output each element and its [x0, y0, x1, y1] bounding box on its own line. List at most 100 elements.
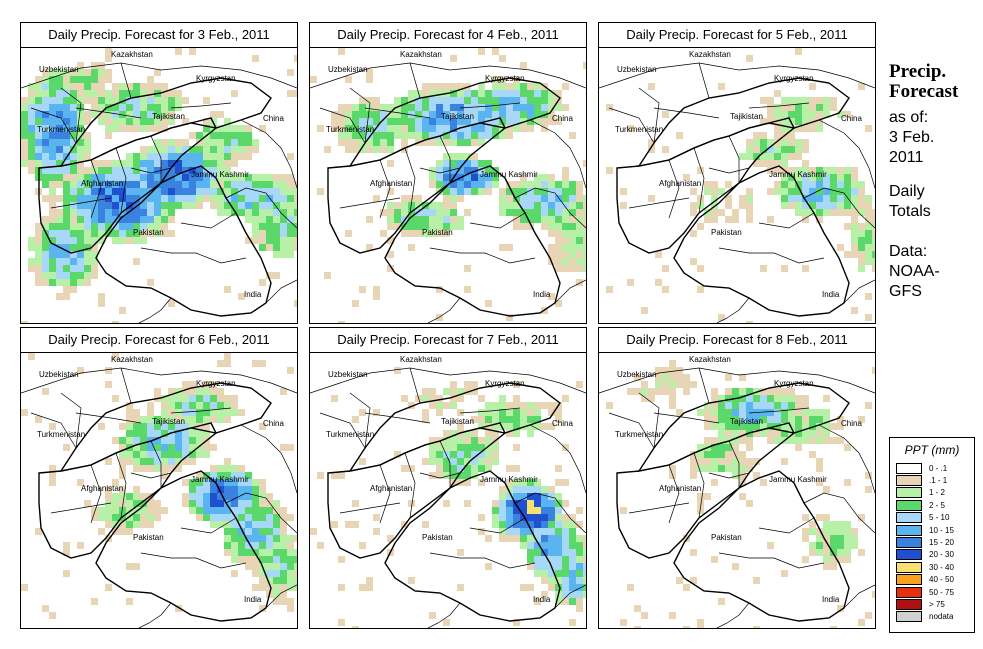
- precip-cell: [690, 472, 697, 479]
- borders: [21, 367, 297, 628]
- precip-cell: [436, 230, 443, 237]
- precip-cell: [217, 360, 224, 367]
- precip-cell: [767, 388, 774, 395]
- precip-cell: [767, 160, 774, 167]
- precip-cell: [844, 542, 851, 549]
- precip-cell: [555, 251, 562, 258]
- precip-cell: [457, 584, 464, 591]
- precip-cell: [331, 472, 338, 479]
- label-india: India: [533, 290, 551, 299]
- precip-cell: [259, 279, 266, 286]
- precip-cell: [217, 479, 224, 486]
- precip-cell: [858, 619, 865, 626]
- precip-cell: [49, 139, 56, 146]
- precip-cell: [802, 437, 809, 444]
- precip-cell: [70, 223, 77, 230]
- precip-cell: [359, 286, 366, 293]
- precip-cell: [112, 118, 119, 125]
- precip-cell: [718, 598, 725, 605]
- precip-cell: [781, 188, 788, 195]
- precip-cell: [98, 528, 105, 535]
- precip-cell: [70, 286, 77, 293]
- precip-cell: [49, 146, 56, 153]
- precip-cell: [189, 423, 196, 430]
- precip-cell: [280, 223, 287, 230]
- precip-cell: [373, 146, 380, 153]
- precip-cell: [245, 132, 252, 139]
- precip-cell: [394, 451, 401, 458]
- precip-cell: [555, 118, 562, 125]
- precip-cell: [70, 237, 77, 244]
- precip-cell: [119, 444, 126, 451]
- precip-cell: [760, 402, 767, 409]
- precip-cell: [245, 472, 252, 479]
- precip-cell: [252, 237, 259, 244]
- precip-cell: [147, 97, 154, 104]
- label-uzbekistan: Uzbekistan: [617, 370, 657, 379]
- precip-cell: [429, 104, 436, 111]
- precip-cell: [429, 230, 436, 237]
- border-line: [693, 147, 705, 214]
- precip-cell: [534, 216, 541, 223]
- precip-cell: [492, 104, 499, 111]
- precip-cell: [119, 216, 126, 223]
- precip-cell: [422, 216, 429, 223]
- precip-cell: [273, 535, 280, 542]
- precip-cell: [119, 423, 126, 430]
- precip-cell: [541, 97, 548, 104]
- border-line: [90, 464, 102, 524]
- forecast-panel-1: Daily Precip. Forecast for 3 Feb., 2011 …: [20, 22, 298, 324]
- precip-cell: [252, 535, 259, 542]
- precip-cell: [126, 181, 133, 188]
- precip-cell: [387, 237, 394, 244]
- precip-cell: [126, 111, 133, 118]
- precip-cell: [436, 104, 443, 111]
- precip-cell: [436, 181, 443, 188]
- precip-cell: [56, 104, 63, 111]
- precip-cell: [294, 556, 297, 563]
- precip-cell: [56, 209, 63, 216]
- precip-cell: [387, 146, 394, 153]
- precip-cell: [527, 486, 534, 493]
- precip-cell: [450, 111, 457, 118]
- precip-cell: [105, 90, 112, 97]
- label-pakistan: Pakistan: [711, 533, 742, 542]
- precip-cell: [147, 195, 154, 202]
- precip-cell: [548, 409, 555, 416]
- precip-cell: [63, 83, 70, 90]
- precip-cell: [513, 444, 520, 451]
- precip-cell: [119, 493, 126, 500]
- precip-cell: [203, 444, 210, 451]
- precip-cell: [189, 174, 196, 181]
- precip-cell: [816, 195, 823, 202]
- precip-cell: [189, 458, 196, 465]
- precip-cell: [168, 90, 175, 97]
- precip-cell: [767, 104, 774, 111]
- precip-cell: [443, 132, 450, 139]
- precip-cell: [718, 451, 725, 458]
- precip-cell: [231, 139, 238, 146]
- precip-cell: [387, 188, 394, 195]
- legend-label: nodata: [929, 612, 954, 622]
- precip-cell: [760, 409, 767, 416]
- precip-cell: [478, 167, 485, 174]
- precip-cell: [70, 69, 77, 76]
- precip-cell: [718, 209, 725, 216]
- precip-cell: [802, 167, 809, 174]
- precip-cell: [259, 514, 266, 521]
- precip-cell: [669, 360, 676, 367]
- precip-cell: [119, 195, 126, 202]
- precip-cell: [795, 104, 802, 111]
- precip-cell: [858, 181, 865, 188]
- precip-cell: [387, 160, 394, 167]
- precip-cell: [161, 153, 168, 160]
- precip-cell: [746, 321, 753, 323]
- precip-cell: [499, 202, 506, 209]
- precip-cell: [280, 514, 287, 521]
- precip-cell: [175, 167, 182, 174]
- precip-cell: [541, 402, 548, 409]
- precip-cell: [189, 181, 196, 188]
- precip-cell: [739, 395, 746, 402]
- precip-cell: [858, 549, 865, 556]
